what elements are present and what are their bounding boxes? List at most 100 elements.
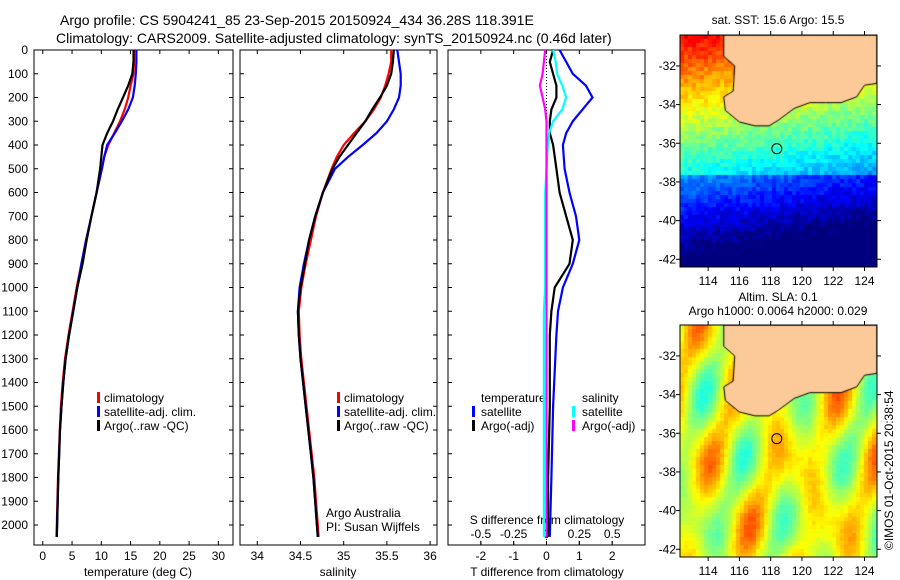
argo-location-marker	[771, 143, 783, 155]
plot-frame	[239, 49, 438, 546]
depth-tick-label: 1100	[2, 304, 28, 318]
depth-tick-label: 1400	[1, 376, 28, 390]
depth-tick-label: 700	[8, 209, 28, 223]
sla-map-image	[680, 325, 877, 557]
lon-tick-label: 122	[823, 564, 843, 578]
title-line-2: Climatology: CARS2009. Satellite-adjuste…	[56, 30, 612, 46]
diff-line-0	[548, 49, 594, 537]
depth-tick-label: 100	[8, 67, 28, 81]
legend-argo: Argo(..raw -QC)	[104, 419, 189, 433]
lat-tick-label: -38	[659, 175, 677, 189]
legend-swatch	[337, 420, 340, 431]
diff-line-3	[538, 49, 548, 537]
salinity-legend: climatology satellite-adj. clim. Argo(..…	[344, 391, 436, 433]
depth-tick-label: 300	[8, 114, 28, 128]
lat-tick-label: -32	[659, 349, 677, 363]
lat-tick-label: -42	[659, 542, 677, 556]
profile-line-argo-raw-qc-	[55, 50, 135, 537]
lon-tick-label: 118	[761, 274, 780, 288]
argo-location-marker	[771, 433, 783, 445]
x-tick-label: 35	[337, 549, 351, 563]
x-tick-label: 15	[124, 549, 138, 563]
depth-tick-label: 1800	[1, 471, 28, 485]
lon-tick-label: 114	[699, 564, 718, 578]
legend-swatch	[572, 420, 575, 431]
lon-tick-label: 124	[854, 274, 874, 288]
map-frame	[679, 34, 878, 268]
depth-tick-label: 400	[8, 138, 28, 152]
x2-tick-label: -0.25	[500, 527, 528, 541]
legend-swatch	[97, 420, 100, 431]
depth-tick-label: 1200	[1, 328, 28, 342]
profile-line-climatology	[55, 50, 136, 537]
lon-tick-label: 114	[699, 274, 718, 288]
tdiff-xlabel: T difference from climatology	[470, 565, 624, 579]
depth-tick-label: 0	[21, 43, 28, 57]
x-tick-label: 36	[423, 549, 437, 563]
lon-tick-label: 120	[792, 564, 812, 578]
depth-tick-label: 2000	[1, 518, 28, 532]
lon-tick-label: 116	[730, 564, 749, 578]
x-tick-label: 0	[543, 549, 550, 563]
lat-tick-label: -40	[659, 504, 677, 518]
legend-temperature-title: temperature	[481, 391, 546, 405]
legend-salinity-title: salinity	[582, 391, 619, 405]
depth-tick-label: 200	[8, 91, 28, 105]
x-tick-label: 5	[69, 549, 76, 563]
depth-tick-label: 1500	[1, 399, 28, 413]
x-tick-label: 20	[153, 549, 167, 563]
sla-map-title-1: Altim. SLA: 0.1	[738, 290, 818, 304]
annotation-argo-australia: Argo Australia	[326, 506, 401, 520]
legend-swatch	[337, 406, 340, 417]
imos-credit: ©IMOS 01-Oct-2015 20:38:54	[882, 390, 896, 550]
legend-satellite: satellite-adj. clim.	[344, 405, 436, 419]
x-tick-label: 35.5	[375, 549, 399, 563]
depth-tick-label: 1900	[1, 494, 28, 508]
legend-swatch	[572, 406, 575, 417]
x-tick-label: -2	[475, 549, 486, 563]
x-tick-label: 1	[576, 549, 583, 563]
sst-map-image	[680, 35, 877, 267]
depth-tick-label: 800	[8, 233, 28, 247]
legend-swatch	[97, 406, 100, 417]
depth-tick-label: 600	[8, 186, 28, 200]
sst-map-title: sat. SST: 15.6 Argo: 15.5	[712, 13, 845, 27]
legend-swatch	[97, 392, 100, 403]
annotation-pi: PI: Susan Wijffels	[326, 520, 420, 534]
plot-frame	[33, 49, 234, 546]
depth-tick-label: 500	[8, 162, 28, 176]
x-tick-label: 0	[39, 549, 46, 563]
sla-map-title-2: Argo h1000: 0.0064 h2000: 0.029	[689, 304, 868, 318]
lat-tick-label: -38	[659, 465, 677, 479]
lat-tick-label: -42	[659, 252, 677, 266]
legend-swatch	[472, 420, 475, 431]
salinity-xlabel: salinity	[320, 565, 357, 579]
x-tick-label: 30	[212, 549, 226, 563]
x2-tick-label: 0.5	[604, 527, 621, 541]
legend-t-satellite: satellite	[481, 405, 522, 419]
legend-argo: Argo(..raw -QC)	[344, 419, 429, 433]
map-frame	[679, 324, 878, 558]
diff-line-1	[547, 49, 574, 537]
lat-tick-label: -36	[659, 426, 677, 440]
x2-tick-label: 0.25	[568, 527, 592, 541]
lon-tick-label: 122	[823, 274, 843, 288]
x-tick-label: 34.5	[289, 549, 313, 563]
x-tick-label: 10	[95, 549, 109, 563]
difference-legend: temperature satellite Argo(-adj) salinit…	[481, 391, 635, 433]
lat-tick-label: -34	[659, 388, 677, 402]
lat-tick-label: -40	[659, 214, 677, 228]
x-tick-label: 34	[251, 549, 265, 563]
legend-climatology: climatology	[104, 391, 164, 405]
x-tick-label: -1	[508, 549, 519, 563]
x-tick-label: 2	[609, 549, 616, 563]
lat-tick-label: -32	[659, 59, 677, 73]
profile-line-argo-raw-qc-	[296, 49, 395, 537]
lon-tick-label: 124	[854, 564, 874, 578]
lat-tick-label: -36	[659, 136, 677, 150]
lon-tick-label: 120	[792, 274, 812, 288]
title-line-1: Argo profile: CS 5904241_85 23-Sep-2015 …	[60, 12, 534, 28]
legend-satellite: satellite-adj. clim.	[104, 405, 196, 419]
